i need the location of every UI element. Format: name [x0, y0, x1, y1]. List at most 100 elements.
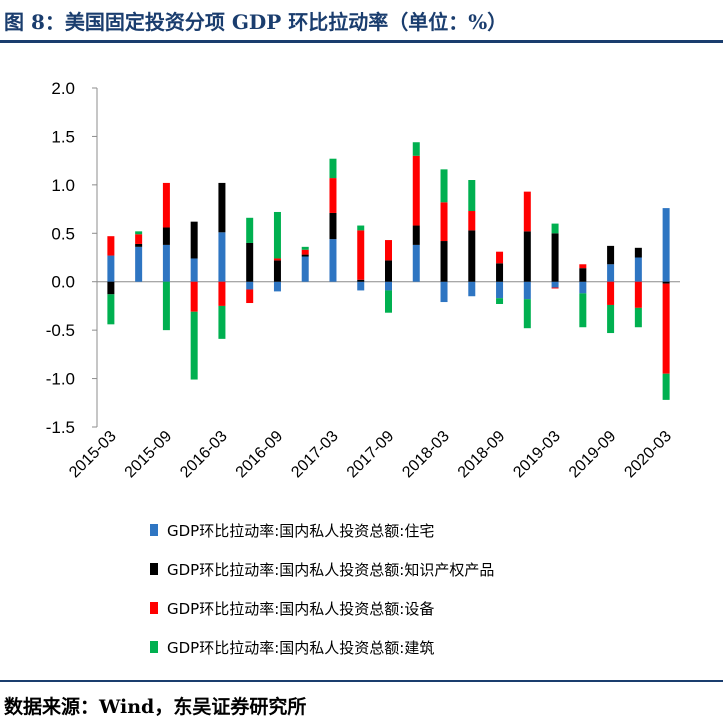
legend-label: GDP环比拉动率:国内私人投资总额:建筑 [167, 638, 435, 657]
bar-segment [301, 249, 309, 255]
source-divider [0, 680, 723, 682]
bar-segment [579, 268, 587, 282]
legend-item: GDP环比拉动率:国内私人投资总额:住宅 [150, 520, 494, 540]
bar-segment [162, 244, 170, 282]
y-tick-label: -1.5 [46, 418, 75, 437]
bar-segment [634, 257, 642, 282]
bar-segment [357, 279, 365, 282]
bar-segment [329, 239, 337, 282]
x-tick-label: 2017-09 [344, 428, 398, 482]
bar-segment [468, 180, 476, 212]
bar-segment [496, 281, 504, 299]
bar-segment [107, 236, 115, 256]
bar-segment [440, 241, 448, 282]
bar-segment [329, 212, 337, 240]
bar-segment [329, 178, 337, 213]
legend-swatch [150, 524, 158, 536]
bar-segment [162, 227, 170, 245]
bar-segment [634, 247, 642, 258]
bar-segment [190, 221, 198, 259]
bar-segment [218, 182, 226, 233]
bar-segment [273, 258, 281, 261]
bar-segment [301, 254, 309, 257]
y-tick-label: 0.5 [51, 224, 75, 243]
bar-segment [329, 158, 337, 179]
bar-segment [135, 243, 143, 247]
x-tick-label: 2020-03 [621, 428, 675, 482]
legend-swatch [150, 602, 158, 614]
x-tick-label: 2016-09 [233, 428, 287, 482]
bar-segment [468, 211, 476, 231]
bar-segment [162, 281, 170, 331]
bar-segment [190, 311, 198, 380]
bar-segment [412, 244, 420, 282]
bar-segment [662, 283, 670, 374]
bar-segment [357, 225, 365, 231]
x-tick-label: 2019-03 [510, 428, 564, 482]
bar-segment [273, 211, 281, 259]
bar-segment [246, 281, 254, 290]
bar-segment [579, 281, 587, 294]
bar-segment [385, 281, 392, 291]
bar-segment [607, 281, 615, 305]
bar-segment [496, 263, 504, 282]
legend-item: GDP环比拉动率:国内私人投资总额:知识产权产品 [150, 559, 494, 579]
bar-segment [107, 281, 115, 295]
x-tick-label: 2015-09 [122, 428, 176, 482]
bar-segment [412, 155, 420, 226]
bar-segment [107, 294, 115, 325]
legend-item: GDP环比拉动率:国内私人投资总额:建筑 [150, 637, 494, 657]
legend-label: GDP环比拉动率:国内私人投资总额:住宅 [167, 521, 435, 540]
bar-segment [523, 191, 531, 232]
y-tick-label: -0.5 [46, 321, 75, 340]
bar-segment [579, 264, 587, 269]
bar-segment [162, 182, 170, 228]
legend-label: GDP环比拉动率:国内私人投资总额:知识产权产品 [167, 560, 495, 579]
bar-segment [107, 255, 115, 282]
bar-segment [218, 305, 226, 339]
bar-segment [468, 230, 476, 282]
y-tick-label: 1.0 [51, 176, 75, 195]
y-tick-label: 0.0 [51, 273, 75, 292]
bar-segment [385, 290, 392, 313]
bar-segment [385, 240, 392, 261]
x-tick-label: 2019-09 [566, 428, 620, 482]
bar-segment [440, 281, 448, 303]
bar-segment [634, 307, 642, 328]
x-tick-label: 2018-03 [399, 428, 453, 482]
bar-segment [357, 230, 365, 280]
bar-segment [273, 260, 281, 282]
bar-segment [190, 281, 198, 312]
title-divider [0, 40, 723, 43]
bar-segment [662, 281, 670, 284]
bar-segment [246, 289, 254, 304]
bar-segment [579, 293, 587, 328]
y-tick-label: 2.0 [51, 79, 75, 98]
bar-segment [218, 232, 226, 282]
bar-segment [551, 281, 559, 288]
bar-segment [551, 287, 559, 289]
x-tick-label: 2018-09 [455, 428, 509, 482]
legend-swatch [150, 563, 158, 575]
bar-segment [301, 256, 309, 282]
x-tick-label: 2016-03 [177, 428, 231, 482]
bar-segment [607, 264, 615, 282]
bar-segment [246, 242, 254, 282]
bar-segment [523, 281, 531, 300]
bar-segment [551, 223, 559, 234]
bar-segment [385, 260, 392, 282]
bar-segment [301, 246, 309, 250]
x-tick-label: 2017-03 [288, 428, 342, 482]
bar-segment [135, 234, 143, 244]
bar-segment [246, 217, 254, 243]
bar-segment [190, 258, 198, 282]
bar-segment [634, 281, 642, 308]
source-note: 数据来源：Wind，东吴证券研究所 [4, 696, 307, 718]
bar-segment [496, 298, 504, 304]
bar-segment [607, 245, 615, 265]
y-tick-label: 1.5 [51, 127, 75, 146]
bar-segment [496, 251, 504, 264]
bar-segment [440, 202, 448, 242]
bar-segment [440, 169, 448, 203]
